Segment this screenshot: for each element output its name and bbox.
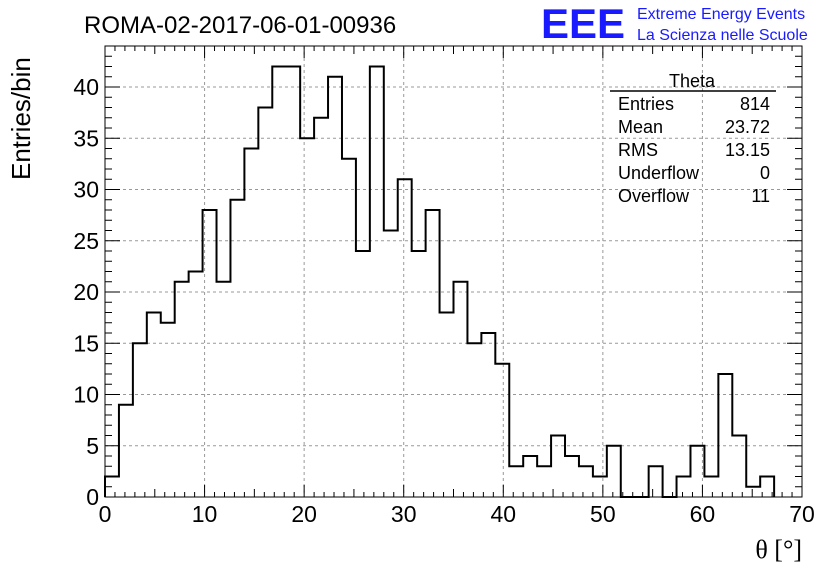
stats-title: Theta	[669, 71, 716, 91]
grid	[105, 46, 802, 497]
stats-label: Overflow	[618, 186, 690, 206]
plot-frame	[104, 45, 803, 498]
stats-box: Theta Entries 814 Mean 23.72 RMS 13.15 Underfl…	[610, 71, 776, 206]
stats-value: 814	[740, 94, 770, 114]
x-tick-label: 0	[99, 501, 112, 527]
y-tick-label: 0	[86, 484, 99, 510]
x-tick-label: 70	[789, 501, 815, 527]
histogram-series	[104, 65, 776, 498]
logo-line1: Extreme Energy Events	[637, 6, 805, 23]
stats-label: Mean	[618, 117, 663, 137]
y-axis-title: Entries/bin	[6, 57, 36, 180]
stats-value: 11	[751, 186, 770, 206]
y-tick-label: 5	[86, 433, 99, 459]
stats-rows: Entries 814 Mean 23.72 RMS 13.15 Underflow 0 Ove…	[618, 94, 770, 206]
stats-value: 13.15	[725, 140, 770, 160]
x-tick-labels: 0 10 20 30 40 50 60 70	[99, 501, 815, 527]
eee-logo: EEE Extreme Energy Events La Scienza nel…	[541, 0, 808, 47]
stats-label: RMS	[618, 140, 658, 160]
logo-letters: EEE	[541, 0, 625, 47]
chart-title: ROMA-02-2017-06-01-00936	[84, 12, 396, 39]
stats-value: 0	[760, 163, 770, 183]
x-tick-label: 30	[391, 501, 417, 527]
y-tick-labels: 0 5 10 15 20 25 30 35 40	[73, 74, 99, 510]
x-tick-label: 20	[291, 501, 317, 527]
axis-ticks	[104, 45, 803, 498]
x-tick-label: 50	[590, 501, 616, 527]
stats-value: 23.72	[725, 117, 770, 137]
y-tick-label: 20	[73, 279, 99, 305]
y-tick-label: 30	[73, 177, 99, 203]
x-tick-label: 10	[192, 501, 218, 527]
y-tick-label: 40	[73, 74, 99, 100]
logo-line2: La Scienza nelle Scuole	[637, 27, 808, 44]
stats-label: Entries	[618, 94, 674, 114]
y-tick-label: 25	[73, 228, 99, 254]
y-tick-label: 10	[73, 382, 99, 408]
x-tick-label: 40	[490, 501, 516, 527]
y-tick-label: 15	[73, 330, 99, 356]
x-tick-label: 60	[690, 501, 716, 527]
x-axis-title: θ [°]	[755, 535, 802, 564]
y-tick-label: 35	[73, 125, 99, 151]
stats-label: Underflow	[618, 163, 700, 183]
